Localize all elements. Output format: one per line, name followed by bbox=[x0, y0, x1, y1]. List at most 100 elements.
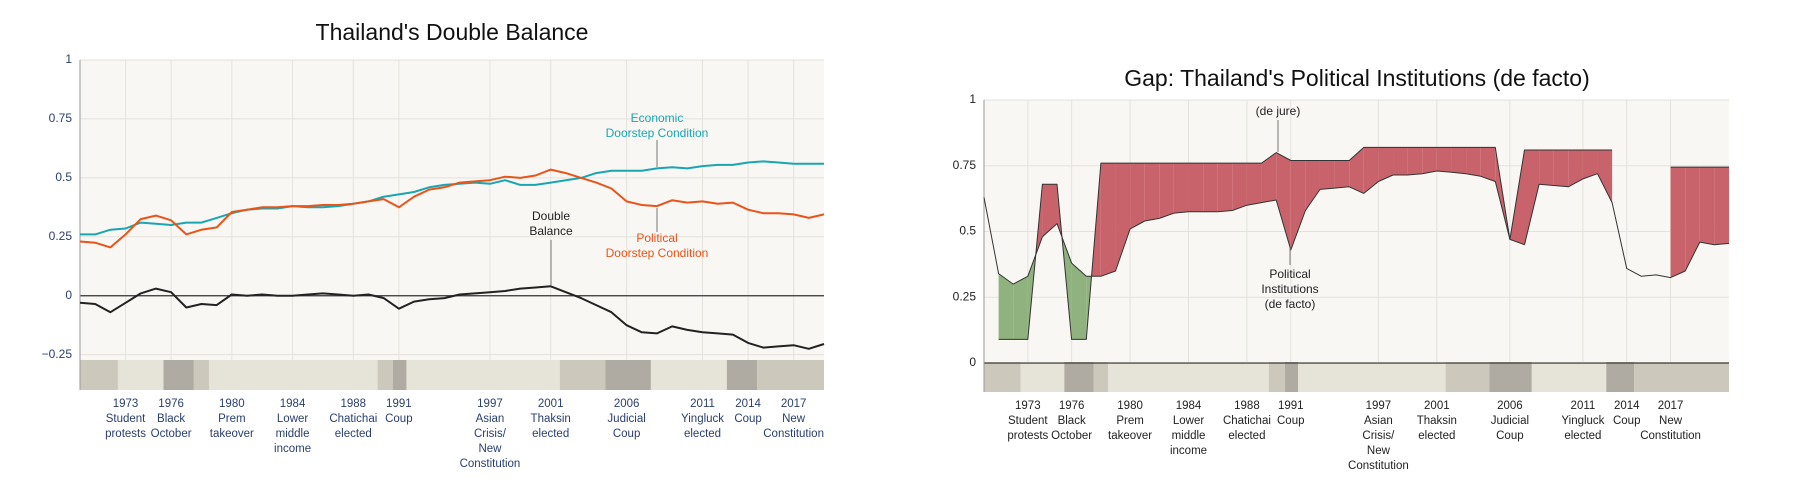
gap-area bbox=[1524, 149, 1540, 245]
event-label: Chatichai bbox=[329, 413, 377, 425]
gap-area bbox=[1203, 163, 1218, 212]
y-tick-label: −0.25 bbox=[42, 347, 73, 361]
annotation: Balance bbox=[529, 224, 573, 238]
event-year: 1988 bbox=[341, 398, 367, 410]
gap-area bbox=[1393, 147, 1408, 175]
annotation: (de jure) bbox=[1256, 104, 1301, 118]
event-year: 2001 bbox=[1424, 400, 1450, 412]
gap-area bbox=[1539, 149, 1554, 186]
series-line bbox=[983, 170, 1730, 285]
event-label: Chatichai bbox=[1223, 415, 1271, 427]
series-line bbox=[79, 285, 825, 350]
period-band bbox=[163, 360, 194, 390]
event-label: Student bbox=[106, 413, 146, 425]
event-year: 1988 bbox=[1234, 400, 1260, 412]
event-label: protests bbox=[1007, 430, 1048, 442]
gap-area bbox=[1422, 147, 1437, 174]
gap-area bbox=[1319, 160, 1335, 190]
annotation: Political bbox=[636, 231, 677, 245]
gap-area bbox=[1363, 147, 1379, 194]
period-band bbox=[559, 360, 606, 390]
period-band bbox=[1606, 362, 1635, 392]
event-label: Judicial bbox=[1491, 415, 1529, 427]
event-label: New bbox=[782, 413, 806, 425]
period-band bbox=[1298, 362, 1446, 392]
period-band bbox=[377, 360, 393, 390]
event-label: Coup bbox=[1496, 430, 1524, 442]
event-year: 2011 bbox=[690, 398, 715, 410]
gap-area bbox=[1436, 147, 1452, 173]
event-year: 1980 bbox=[219, 398, 245, 410]
gap-area bbox=[1349, 147, 1364, 194]
y-tick-label: 0 bbox=[969, 355, 976, 369]
event-label: elected bbox=[532, 428, 569, 440]
gap-area bbox=[1582, 149, 1598, 179]
gap-area bbox=[1159, 163, 1174, 219]
event-label: New bbox=[478, 443, 502, 455]
y-tick-label: 0 bbox=[65, 288, 72, 302]
period-band bbox=[1020, 362, 1065, 392]
event-year: 1997 bbox=[1366, 400, 1392, 412]
plot-background bbox=[80, 60, 824, 390]
event-label: elected bbox=[1418, 430, 1455, 442]
annotation: Double bbox=[532, 209, 570, 223]
event-label: takeover bbox=[210, 428, 254, 440]
y-tick-label: 0.25 bbox=[49, 229, 73, 243]
gap-area bbox=[1173, 163, 1189, 214]
event-label: middle bbox=[276, 428, 310, 440]
event-label: Lower bbox=[1173, 415, 1204, 427]
event-label: Judicial bbox=[607, 413, 645, 425]
event-label: elected bbox=[335, 428, 372, 440]
gap-area bbox=[1699, 167, 1715, 245]
gap-area bbox=[1130, 163, 1145, 229]
event-year: 2017 bbox=[1658, 400, 1684, 412]
event-label: Yingluck bbox=[681, 413, 724, 425]
gap-area bbox=[1334, 160, 1350, 189]
period-band bbox=[757, 360, 824, 390]
event-year: 1984 bbox=[280, 398, 306, 410]
gap-area bbox=[1714, 167, 1729, 245]
gap-area bbox=[1305, 160, 1320, 211]
period-band bbox=[1093, 362, 1109, 392]
event-label: Coup bbox=[734, 413, 762, 425]
event-label: Student bbox=[1008, 415, 1048, 427]
event-label: Coup bbox=[385, 413, 413, 425]
gap-area bbox=[1480, 147, 1496, 182]
period-band bbox=[605, 360, 651, 390]
annotation: Political bbox=[1269, 267, 1310, 281]
gap-area bbox=[1407, 147, 1423, 175]
event-year: 1976 bbox=[1059, 400, 1085, 412]
event-label: income bbox=[1170, 445, 1207, 457]
series-line bbox=[79, 168, 825, 249]
event-label: Coup bbox=[613, 428, 641, 440]
period-band bbox=[80, 360, 118, 390]
event-label: Coup bbox=[1277, 415, 1305, 427]
gap-area bbox=[1013, 276, 1028, 340]
period-band bbox=[209, 360, 378, 390]
gap-area bbox=[1042, 184, 1058, 237]
event-year: 1984 bbox=[1176, 400, 1202, 412]
gap-area bbox=[998, 273, 1014, 340]
event-label: New bbox=[1659, 415, 1683, 427]
event-year: 1991 bbox=[1278, 400, 1304, 412]
event-label: elected bbox=[1564, 430, 1601, 442]
annotation: Doorstep Condition bbox=[606, 246, 709, 260]
gap-area bbox=[1071, 263, 1087, 340]
event-label: Asian bbox=[476, 413, 505, 425]
event-label: Crisis/ bbox=[1362, 430, 1395, 442]
event-label: Prem bbox=[1116, 415, 1143, 427]
y-tick-label: 0.5 bbox=[959, 224, 976, 238]
event-year: 2014 bbox=[1614, 400, 1640, 412]
y-tick-label: 0.5 bbox=[55, 170, 72, 184]
event-label: elected bbox=[1228, 430, 1265, 442]
period-band bbox=[392, 360, 407, 390]
event-label: Constitution bbox=[763, 428, 824, 440]
event-year: 2006 bbox=[1497, 400, 1523, 412]
event-label: middle bbox=[1172, 430, 1206, 442]
gap-area bbox=[1568, 149, 1583, 187]
period-band bbox=[1531, 362, 1607, 392]
event-label: income bbox=[274, 443, 311, 455]
period-band bbox=[1064, 362, 1094, 392]
event-label: New bbox=[1367, 445, 1391, 457]
event-label: Coup bbox=[1613, 415, 1641, 427]
